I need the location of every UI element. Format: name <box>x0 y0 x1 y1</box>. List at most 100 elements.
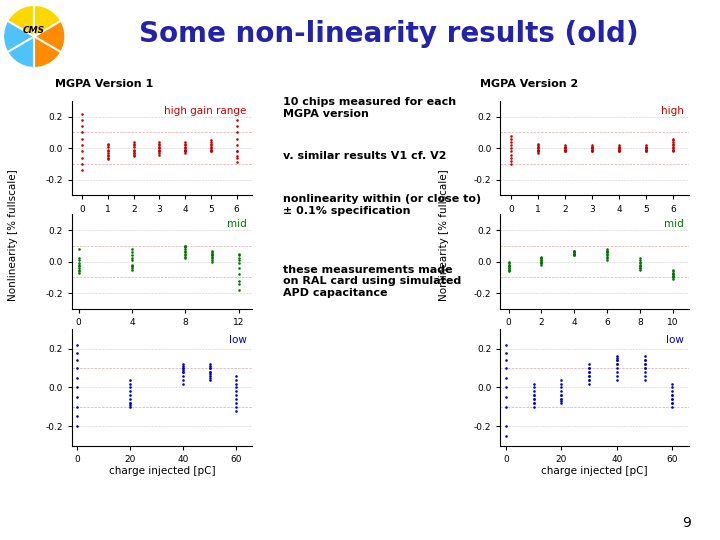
Point <box>556 399 567 407</box>
Point <box>206 257 217 266</box>
Point <box>153 150 165 159</box>
Point <box>231 122 243 131</box>
Point <box>231 128 243 137</box>
Point <box>128 150 140 159</box>
Point <box>559 145 571 154</box>
Point <box>126 245 138 253</box>
Point <box>205 141 217 150</box>
Point <box>611 356 623 364</box>
Point <box>569 246 580 255</box>
Point <box>102 145 114 154</box>
Point <box>667 395 678 403</box>
Point <box>102 141 114 150</box>
Point <box>71 374 83 382</box>
Point <box>532 143 544 151</box>
Point <box>179 144 191 152</box>
Point <box>569 251 580 260</box>
Point <box>73 260 84 269</box>
Point <box>500 364 512 373</box>
Point <box>71 393 83 401</box>
Point <box>233 279 244 288</box>
Text: v. similar results V1 cf. V2: v. similar results V1 cf. V2 <box>283 151 446 161</box>
Point <box>601 246 613 255</box>
Point <box>76 128 88 137</box>
Text: CMS: CMS <box>23 26 45 35</box>
Point <box>640 145 652 154</box>
Text: MGPA Version 2: MGPA Version 2 <box>480 79 578 90</box>
Point <box>640 145 652 154</box>
Point <box>128 147 140 156</box>
Point <box>611 356 623 364</box>
Point <box>128 143 140 151</box>
Point <box>583 364 595 373</box>
Point <box>667 391 678 400</box>
Point <box>667 134 679 143</box>
Point <box>556 387 567 396</box>
Point <box>503 264 514 272</box>
Point <box>667 265 678 274</box>
Point <box>177 364 189 373</box>
Point <box>500 383 512 392</box>
Point <box>500 356 512 364</box>
Point <box>503 267 514 275</box>
Point <box>73 262 84 271</box>
Point <box>559 141 571 150</box>
Point <box>536 257 547 266</box>
Point <box>71 412 83 421</box>
Point <box>179 254 191 263</box>
Point <box>528 395 539 403</box>
Point <box>667 270 678 279</box>
Text: high gain range: high gain range <box>164 106 246 116</box>
Point <box>231 153 243 162</box>
Point <box>667 402 678 411</box>
Point <box>204 368 215 376</box>
Point <box>505 131 517 140</box>
Point <box>503 265 514 274</box>
Point <box>153 145 165 154</box>
Point <box>611 375 623 384</box>
Point <box>611 360 623 368</box>
Point <box>153 141 165 150</box>
Point <box>204 372 215 380</box>
Point <box>177 372 189 380</box>
Point <box>102 153 114 162</box>
Point <box>128 148 140 157</box>
Point <box>505 150 517 159</box>
Point <box>179 147 191 156</box>
Point <box>179 138 191 146</box>
Point <box>556 375 567 384</box>
Point <box>667 399 678 407</box>
Point <box>206 256 217 265</box>
Point <box>639 364 650 373</box>
Point <box>528 395 539 403</box>
Point <box>153 143 165 151</box>
X-axis label: charge injected [pC]: charge injected [pC] <box>541 467 648 476</box>
Point <box>583 375 595 384</box>
Point <box>667 273 678 282</box>
Point <box>206 248 217 256</box>
Text: mid: mid <box>664 219 683 229</box>
Point <box>230 372 242 380</box>
Point <box>667 272 678 280</box>
Text: Nonlinearity [% fullscale]: Nonlinearity [% fullscale] <box>439 169 449 301</box>
Point <box>128 152 140 160</box>
Point <box>536 259 547 267</box>
Point <box>73 267 84 275</box>
Point <box>601 245 613 253</box>
Point <box>583 375 595 384</box>
Point <box>532 148 544 157</box>
Point <box>613 145 625 154</box>
Point <box>505 134 517 143</box>
Point <box>73 259 84 267</box>
Point <box>639 356 650 364</box>
Point <box>205 136 217 145</box>
Point <box>206 253 217 261</box>
Point <box>204 360 215 368</box>
Point <box>179 139 191 148</box>
Point <box>586 143 598 151</box>
Point <box>613 143 625 151</box>
Point <box>76 141 88 150</box>
Point <box>640 141 652 150</box>
Point <box>639 356 650 364</box>
Point <box>667 383 678 392</box>
